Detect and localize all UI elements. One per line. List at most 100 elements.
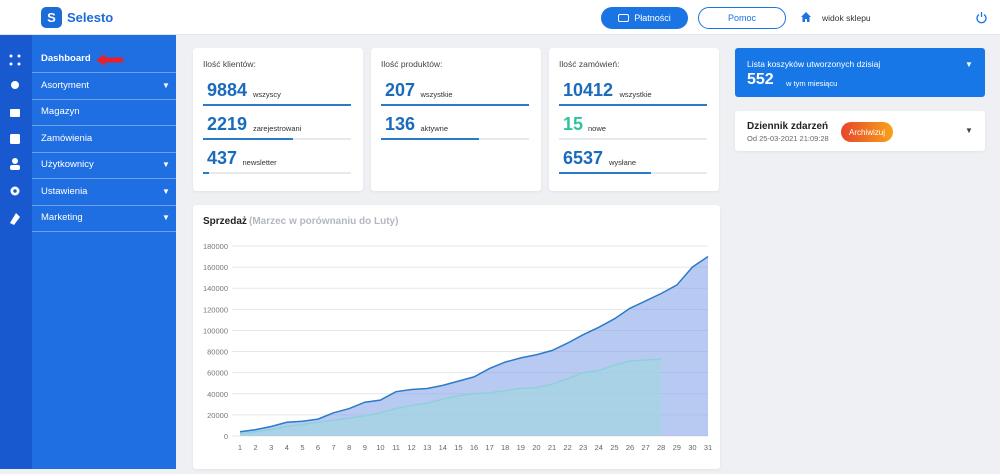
log-title: Dziennik zdarzeń xyxy=(747,121,829,132)
carts-title: Lista koszyków utworzonych dzisiaj xyxy=(747,59,881,69)
menu-caret[interactable]: ▼ xyxy=(162,160,170,169)
x-tick-label: 26 xyxy=(626,443,634,452)
x-tick-label: 27 xyxy=(641,443,649,452)
stats-label: wszystkie xyxy=(420,90,453,99)
stats-value: 437 xyxy=(207,148,238,168)
x-tick-label: 24 xyxy=(595,443,603,452)
y-tick-label: 120000 xyxy=(203,305,228,314)
x-tick-label: 23 xyxy=(579,443,587,452)
progress-bar xyxy=(381,138,479,140)
menu-separator xyxy=(32,178,176,179)
sidebar-menu xyxy=(32,35,176,469)
logo[interactable]: Selesto xyxy=(67,10,114,25)
menu-item[interactable]: Asortyment xyxy=(41,79,90,91)
x-tick-label: 4 xyxy=(285,443,289,452)
stats-label: wszyscy xyxy=(253,90,281,99)
x-tick-label: 21 xyxy=(548,443,556,452)
menu-separator xyxy=(32,72,176,73)
x-tick-label: 1 xyxy=(238,443,242,452)
icon-column xyxy=(0,35,32,469)
x-tick-label: 16 xyxy=(470,443,478,452)
progress-bar xyxy=(203,138,294,140)
logo-icon: S xyxy=(41,7,62,28)
payments-label: Płatności xyxy=(634,13,671,23)
carts-label: w tym miesiącu xyxy=(786,79,838,88)
x-tick-label: 7 xyxy=(332,443,336,452)
y-tick-label: 160000 xyxy=(203,263,228,272)
y-tick-label: 180000 xyxy=(203,242,228,251)
stats-value: 10412 xyxy=(563,80,614,100)
stats-value: 136 xyxy=(385,114,416,134)
x-tick-label: 15 xyxy=(454,443,462,452)
carts-card[interactable]: Lista koszyków utworzonych dzisiaj 552 w… xyxy=(735,48,985,97)
log-card: Dziennik zdarzeń Od 25-03-2021 21:09:28 … xyxy=(735,111,985,151)
progress-bar xyxy=(381,104,529,106)
menu-caret[interactable]: ▼ xyxy=(162,80,170,90)
home-icon xyxy=(801,12,811,22)
menu-item[interactable]: Dashboard xyxy=(41,53,91,64)
x-tick-label: 17 xyxy=(485,443,493,452)
payments-button[interactable]: Płatności xyxy=(601,7,688,29)
stats-value: 6537 xyxy=(563,148,604,168)
progress-track xyxy=(203,172,351,174)
x-tick-label: 18 xyxy=(501,443,509,452)
chart-title: Sprzedaż xyxy=(203,216,247,227)
menu-item[interactable]: Magazyn xyxy=(41,106,80,117)
menu-item[interactable]: Zamówienia xyxy=(41,132,93,144)
chart-subtitle: (Marzec w porównaniu do Luty) xyxy=(249,216,398,227)
x-tick-label: 5 xyxy=(300,443,304,452)
power-icon[interactable] xyxy=(975,11,988,24)
x-tick-label: 19 xyxy=(517,443,525,452)
y-tick-label: 20000 xyxy=(207,411,228,420)
x-tick-label: 25 xyxy=(610,443,618,452)
x-tick-label: 14 xyxy=(439,443,447,452)
menu-caret[interactable]: ▼ xyxy=(162,213,170,222)
y-tick-label: 140000 xyxy=(203,284,228,293)
menu-item[interactable]: Użytkownicy xyxy=(41,159,94,170)
carts-caret[interactable]: ▼ xyxy=(965,60,973,69)
menu-caret[interactable]: ▼ xyxy=(162,186,170,196)
progress-bar xyxy=(559,172,651,174)
progress-bar xyxy=(203,104,351,106)
menu-separator xyxy=(32,231,176,232)
x-tick-label: 29 xyxy=(673,443,681,452)
shop-link[interactable]: widok sklepu xyxy=(822,13,871,23)
x-tick-label: 31 xyxy=(704,443,712,452)
x-tick-label: 8 xyxy=(347,443,351,452)
progress-bar xyxy=(203,172,209,174)
log-caret[interactable]: ▼ xyxy=(965,126,973,135)
red-arrow xyxy=(96,54,123,66)
menu-separator xyxy=(32,204,176,206)
stats-card: Ilość zamówień: 10412 wszystkie 15 nowe 6537 w… xyxy=(549,48,719,191)
y-tick-label: 0 xyxy=(224,432,228,441)
chart-card: Sprzedaż (Marzec w porównaniu do Luty) 0… xyxy=(193,205,720,469)
x-tick-label: 9 xyxy=(363,443,367,452)
stats-title: Ilość zamówień: xyxy=(559,59,620,69)
progress-bar xyxy=(559,104,707,106)
x-tick-label: 28 xyxy=(657,443,665,452)
menu-item[interactable]: Ustawienia xyxy=(41,185,88,197)
help-label: Pomoc xyxy=(727,13,756,23)
stats-label: newsletter xyxy=(242,158,277,167)
stats-label: wysłane xyxy=(609,158,637,167)
y-tick-label: 80000 xyxy=(207,348,228,357)
x-tick-label: 13 xyxy=(423,443,431,452)
help-button[interactable]: Pomoc xyxy=(698,7,786,29)
line xyxy=(239,255,709,433)
archive-button[interactable]: Archiwizuj xyxy=(841,122,893,142)
stats-value: 9884 xyxy=(207,80,248,100)
x-tick-label: 12 xyxy=(407,443,415,452)
stats-label: wszystkie xyxy=(619,90,652,99)
menu-item[interactable]: Marketing xyxy=(41,212,83,223)
menu-separator xyxy=(32,151,176,153)
log-date: Od 25-03-2021 21:09:28 xyxy=(747,134,829,143)
stats-value: 207 xyxy=(385,80,416,100)
x-tick-label: 6 xyxy=(316,443,320,452)
menu-separator xyxy=(32,125,176,126)
stats-card: Ilość klientów: 9884 wszyscy 2219 zarejestro… xyxy=(193,48,363,191)
stats-label: zarejestrowani xyxy=(253,124,302,133)
x-tick-label: 11 xyxy=(392,443,400,452)
y-tick-label: 40000 xyxy=(207,390,228,399)
x-tick-label: 20 xyxy=(532,443,540,452)
